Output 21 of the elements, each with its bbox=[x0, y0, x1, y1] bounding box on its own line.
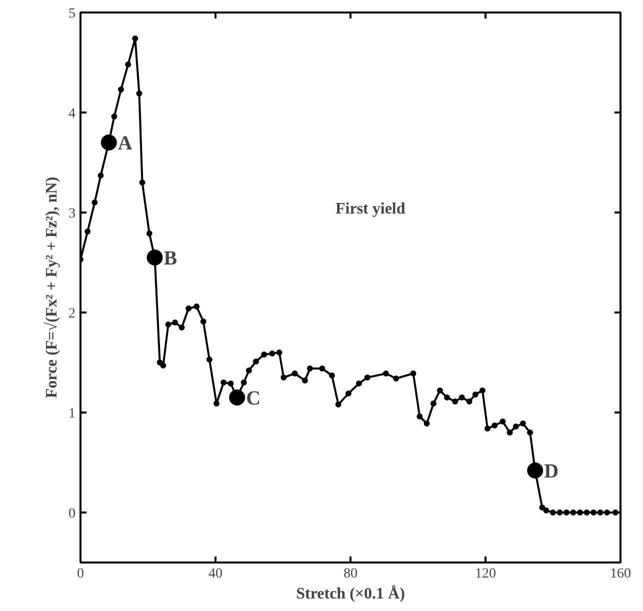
y-tick-label: 4 bbox=[68, 106, 76, 122]
y-tick-label: 3 bbox=[68, 206, 76, 222]
x-tick-label: 120 bbox=[475, 566, 496, 582]
x-tick-label: 80 bbox=[344, 566, 358, 582]
y-axis-title: Force (F=√(Fx² + Fy² + Fz²), nN) bbox=[44, 176, 60, 398]
annotation: D bbox=[544, 460, 559, 482]
y-tick-label: 1 bbox=[68, 406, 76, 422]
x-tick-label: 40 bbox=[208, 566, 222, 582]
point bbox=[527, 462, 544, 478]
y-tick-label: 2 bbox=[68, 306, 76, 322]
y-tick-label: 5 bbox=[68, 6, 76, 22]
point bbox=[229, 390, 246, 406]
annotation: First yield bbox=[336, 200, 406, 218]
x-tick-label: 160 bbox=[610, 566, 631, 582]
annotation: C bbox=[246, 388, 261, 410]
annotation: A bbox=[118, 132, 133, 154]
point bbox=[146, 250, 163, 266]
x-axis-title: Stretch (×0.1 Å) bbox=[296, 584, 405, 602]
point bbox=[100, 134, 117, 150]
y-tick-label: 0 bbox=[68, 506, 76, 522]
annotation: B bbox=[164, 248, 178, 270]
